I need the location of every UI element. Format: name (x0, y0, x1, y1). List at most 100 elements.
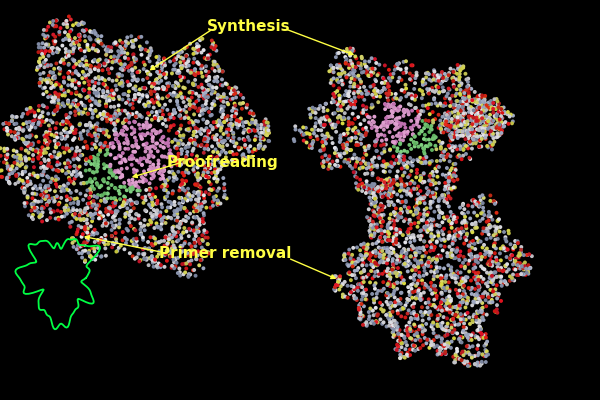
Point (420, 268, 430, 274)
Point (92, 126, 101, 133)
Point (24, 140, 34, 146)
Point (485, 252, 494, 258)
Point (385, 189, 394, 195)
Point (413, 119, 422, 125)
Point (122, 226, 131, 232)
Point (82, 229, 92, 235)
Point (75, 34, 85, 40)
Point (397, 131, 406, 137)
Point (461, 293, 471, 300)
Point (426, 287, 436, 293)
Point (417, 217, 427, 223)
Point (0, 174, 6, 180)
Point (229, 151, 238, 158)
Point (32, 205, 41, 211)
Point (145, 192, 154, 198)
Point (495, 117, 505, 124)
Point (227, 149, 236, 155)
Point (487, 279, 496, 285)
Point (92, 138, 101, 144)
Point (394, 60, 404, 66)
Point (427, 231, 436, 237)
Point (78, 56, 88, 62)
Point (464, 113, 473, 120)
Point (170, 255, 180, 262)
Point (389, 234, 398, 240)
Point (0, 167, 1, 174)
Point (368, 184, 378, 190)
Point (428, 72, 438, 78)
Point (369, 119, 379, 126)
Point (464, 349, 473, 356)
Point (433, 316, 443, 322)
Point (373, 99, 383, 105)
Point (452, 86, 461, 92)
Point (181, 218, 191, 224)
Point (404, 204, 414, 211)
Point (374, 213, 383, 220)
Point (148, 216, 158, 222)
Point (91, 47, 100, 54)
Point (106, 44, 116, 51)
Point (482, 143, 492, 149)
Point (328, 124, 338, 131)
Point (426, 171, 436, 177)
Point (424, 177, 434, 184)
Point (337, 77, 347, 84)
Point (439, 156, 449, 163)
Point (471, 334, 481, 341)
Point (403, 108, 413, 114)
Point (40, 35, 50, 42)
Point (463, 343, 473, 349)
Point (76, 152, 85, 158)
Point (120, 61, 130, 68)
Point (331, 147, 341, 153)
Point (446, 66, 455, 72)
Point (446, 222, 455, 228)
Point (89, 232, 98, 238)
Point (473, 133, 482, 140)
Point (452, 354, 462, 360)
Point (447, 172, 457, 179)
Point (188, 80, 197, 87)
Point (0, 146, 9, 152)
Point (116, 66, 125, 72)
Point (38, 85, 48, 92)
Point (323, 166, 333, 172)
Point (452, 348, 462, 354)
Point (429, 136, 439, 142)
Point (206, 44, 216, 50)
Point (487, 299, 496, 305)
Point (31, 124, 40, 131)
Point (31, 183, 40, 189)
Point (163, 235, 172, 242)
Point (354, 62, 364, 68)
Point (371, 319, 381, 325)
Point (159, 84, 169, 91)
Point (377, 214, 386, 220)
Point (464, 248, 474, 255)
Point (391, 226, 401, 232)
Point (118, 203, 127, 209)
Point (182, 208, 191, 214)
Point (194, 93, 204, 99)
Point (191, 272, 200, 279)
Point (208, 198, 218, 205)
Point (188, 193, 197, 199)
Point (193, 142, 203, 149)
Point (120, 55, 130, 61)
Point (222, 81, 232, 88)
Point (478, 204, 488, 211)
Point (79, 180, 89, 186)
Point (80, 87, 89, 94)
Point (459, 324, 469, 330)
Point (415, 130, 424, 137)
Point (112, 130, 121, 137)
Point (390, 225, 400, 232)
Point (446, 167, 455, 174)
Point (429, 233, 439, 240)
Point (469, 261, 479, 268)
Point (467, 353, 476, 359)
Point (524, 270, 533, 277)
Point (520, 259, 530, 266)
